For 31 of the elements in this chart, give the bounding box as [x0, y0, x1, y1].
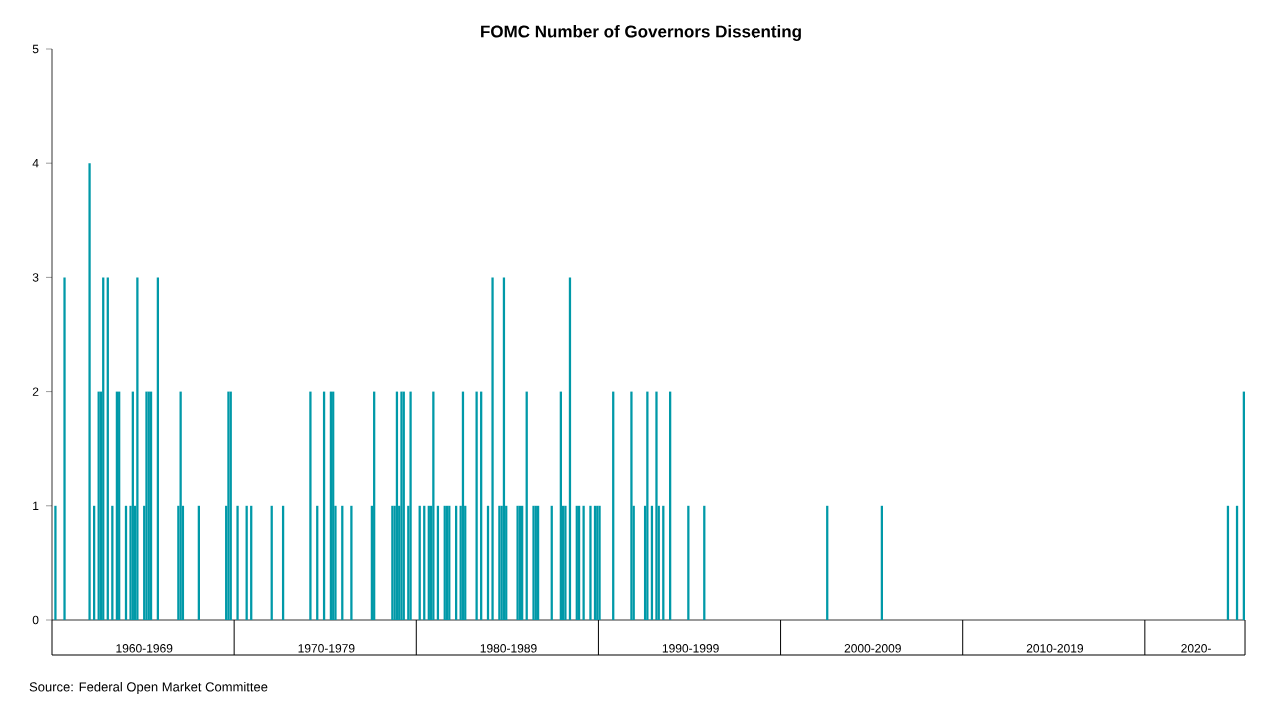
y-tick-label: 4: [32, 159, 39, 168]
bar: [350, 505, 353, 620]
y-tick-label: 1: [33, 501, 39, 510]
bar: [409, 391, 412, 620]
bar: [582, 505, 585, 620]
chart-title: FOMC Number of Governors Dissenting: [481, 25, 801, 41]
x-tick-label: 2000-2009: [844, 644, 901, 653]
bar: [630, 391, 633, 620]
y-tick-label: 2: [32, 387, 39, 396]
x-tick-label: 1960-1969: [116, 644, 173, 653]
x-tick-label: 1990-1999: [662, 644, 719, 653]
x-tick-label: 2020-: [1181, 644, 1211, 653]
y-tick-label: 3: [32, 273, 39, 282]
bar: [646, 391, 649, 620]
bar: [54, 505, 57, 620]
y-tick-label: 0: [32, 615, 39, 625]
x-tick-label: 2010-2019: [1026, 644, 1084, 653]
bar: [309, 391, 312, 620]
source-note: Source: Federal Open Market Committee: [29, 681, 268, 695]
bar: [136, 277, 139, 620]
bar: [63, 277, 66, 620]
bar: [589, 505, 592, 620]
bar: [88, 163, 91, 620]
bar: [236, 505, 239, 620]
bar: [432, 391, 435, 620]
bar: [655, 391, 658, 620]
x-tick-label: 1970-1979: [298, 644, 355, 653]
bar: [475, 391, 478, 620]
bar: [491, 277, 494, 620]
x-tick-label: 1980-1989: [480, 644, 537, 653]
y-tick-label: 5: [32, 44, 39, 54]
